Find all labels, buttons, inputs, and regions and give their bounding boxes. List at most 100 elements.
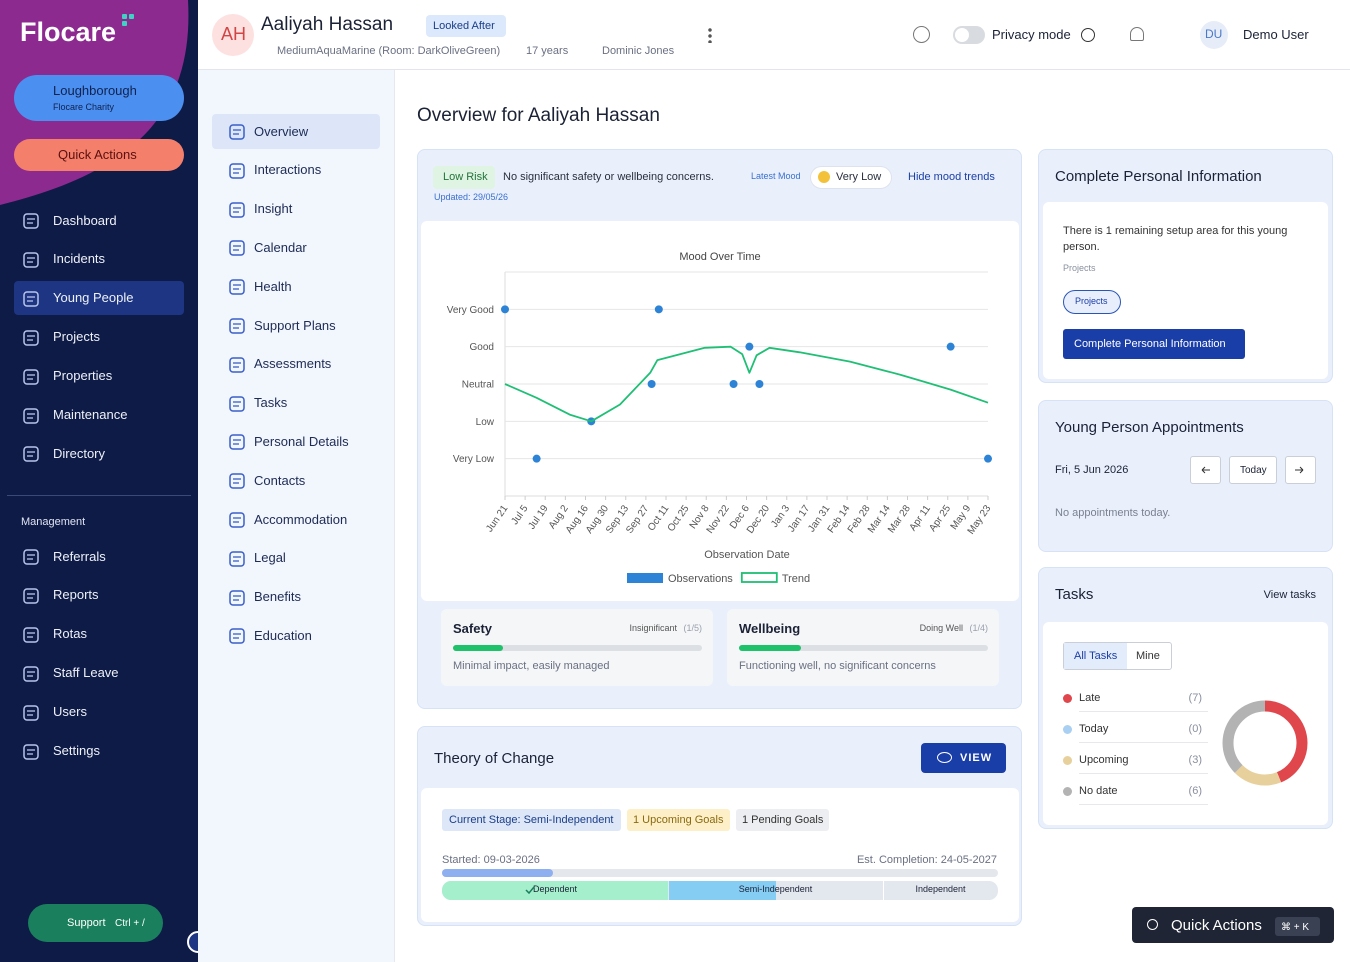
nav-item[interactable]: Projects	[53, 329, 100, 345]
today-button[interactable]	[1229, 456, 1277, 484]
view-button[interactable]	[921, 743, 1006, 773]
nav-item[interactable]: Directory	[53, 445, 106, 461]
status-badge	[426, 15, 506, 37]
check-icon	[525, 886, 535, 895]
icon	[23, 407, 39, 424]
icon-shape	[23, 627, 39, 643]
eye-icon	[937, 752, 952, 763]
y-tick-label: Very Good	[447, 305, 494, 316]
appointments-empty: No appointments today.	[1055, 506, 1171, 519]
progress-bar	[442, 869, 554, 877]
icon	[229, 395, 245, 412]
logo-dot	[122, 14, 127, 19]
stage-label: Dependent	[532, 884, 578, 895]
nav-item[interactable]: Settings	[53, 743, 100, 759]
kebab[interactable]	[708, 27, 712, 43]
subnav-item[interactable]: Accommodation	[254, 511, 348, 527]
complete-button-label: Complete Personal Information	[1074, 337, 1226, 350]
org-switcher[interactable]	[14, 75, 184, 121]
legend-label: No date	[1079, 784, 1118, 797]
nav-item[interactable]: Maintenance	[53, 407, 128, 423]
icon	[229, 201, 245, 218]
nav-item[interactable]: Referrals	[53, 548, 106, 564]
mood-toggle[interactable]: Hide mood trends	[908, 170, 995, 183]
support-icon[interactable]	[913, 26, 930, 43]
subnav-item[interactable]: Insight	[254, 201, 293, 217]
legend-label: Upcoming	[1079, 753, 1129, 766]
key-worker: Dominic Jones	[602, 44, 675, 57]
x-axis-label: Observation Date	[704, 549, 790, 561]
subnav-item[interactable]: Support Plans	[254, 317, 336, 333]
icon-shape	[23, 291, 39, 307]
nav-item[interactable]: Users	[53, 704, 87, 720]
tab[interactable]: Mine	[1136, 649, 1160, 662]
subnav-item[interactable]: Benefits	[254, 589, 301, 605]
privacy-label: Privacy mode	[992, 26, 1071, 42]
assessment-title: Safety	[453, 620, 493, 636]
icon	[229, 551, 245, 567]
location: MediumAquaMarine (Room: DarkOliveGreen)	[277, 44, 501, 57]
view-tasks[interactable]: View tasks	[1263, 588, 1316, 601]
tab[interactable]: All Tasks	[1074, 649, 1118, 662]
support-button[interactable]	[28, 904, 163, 942]
observation-point	[501, 305, 509, 314]
trend-line	[504, 345, 989, 423]
subnav-item[interactable]: Interactions	[254, 162, 322, 178]
pending-label: 1 Pending Goals	[742, 813, 824, 826]
icon-shape	[229, 201, 245, 218]
nav-item[interactable]: Reports	[53, 587, 99, 603]
complete-button[interactable]	[1063, 329, 1245, 359]
stage-segment	[442, 881, 668, 900]
icon	[23, 368, 39, 385]
icon	[23, 743, 39, 760]
progress-track	[442, 869, 998, 877]
icon-shape	[229, 551, 245, 567]
bell-icon[interactable]	[1130, 27, 1144, 41]
nav-item[interactable]: Staff Leave	[53, 665, 119, 681]
legend-dot	[1063, 756, 1072, 765]
latest-mood-chip	[810, 166, 892, 189]
arrow-icons	[1201, 466, 1304, 474]
legend-dot	[1063, 694, 1072, 703]
assessment-title: Wellbeing	[739, 620, 801, 636]
icon	[23, 588, 39, 604]
header	[198, 0, 1350, 70]
quick-actions-button[interactable]	[14, 139, 184, 171]
observation-point	[946, 342, 955, 351]
theory-title: Theory of Change	[434, 750, 555, 768]
risk-label: Low Risk	[443, 170, 488, 183]
subnav-item[interactable]: Contacts	[254, 472, 306, 488]
nav-active	[14, 281, 184, 315]
icon-shape	[23, 665, 39, 682]
icon	[229, 512, 245, 528]
icon-shape	[23, 252, 39, 268]
y-tick-label: Good	[470, 342, 494, 353]
appointments-card	[1038, 400, 1333, 552]
nav-item[interactable]: Young People	[53, 290, 134, 306]
subnav-item[interactable]: Health	[254, 278, 292, 294]
subnav-item[interactable]: Overview	[254, 123, 309, 139]
org-sub: Flocare Charity	[53, 102, 115, 113]
legend-value: (0)	[1188, 722, 1202, 735]
mood-emoji	[818, 171, 830, 183]
nav-item[interactable]: Incidents	[53, 251, 106, 267]
subnav-item[interactable]: Legal	[254, 550, 286, 566]
subnav-item[interactable]: Education	[254, 627, 312, 643]
avatar	[212, 14, 254, 56]
user-name[interactable]: Demo User	[1243, 26, 1309, 42]
observation-point	[729, 380, 738, 388]
subnav-item[interactable]: Personal Details	[254, 433, 349, 449]
subnav-item[interactable]: Tasks	[254, 395, 288, 411]
nav-item[interactable]: Rotas	[53, 626, 87, 642]
observation-point	[647, 380, 656, 388]
icon	[23, 329, 39, 346]
row-divider	[1079, 804, 1208, 805]
org-name: Loughborough	[53, 82, 137, 98]
stage-label: Current Stage: Semi-Independent	[449, 813, 614, 826]
subnav-item[interactable]: Calendar	[254, 239, 307, 255]
nav-item[interactable]: Dashboard	[53, 212, 117, 228]
subnav-item[interactable]: Assessments	[254, 356, 332, 372]
search-icon	[1147, 919, 1158, 930]
project-chip[interactable]	[1063, 290, 1121, 314]
nav-item[interactable]: Properties	[53, 368, 113, 384]
